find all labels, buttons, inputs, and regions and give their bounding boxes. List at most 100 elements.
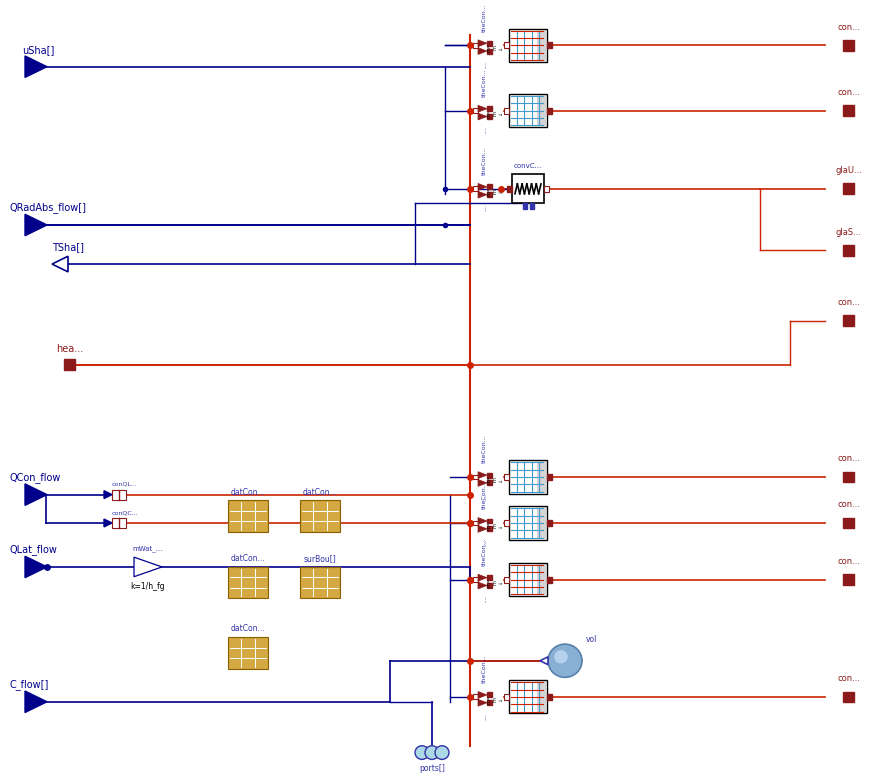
Polygon shape: [477, 191, 487, 198]
Text: theCon...: theCon...: [481, 68, 487, 97]
Text: datCon...: datCon...: [230, 625, 265, 633]
Bar: [487, 184, 492, 190]
Text: con...: con...: [837, 88, 859, 97]
Bar: [843, 40, 853, 51]
Text: ....: ....: [481, 61, 487, 68]
Polygon shape: [134, 557, 162, 577]
Bar: [508, 461, 547, 493]
Bar: [503, 108, 508, 113]
Text: ....: ....: [481, 204, 487, 211]
Bar: [547, 694, 551, 700]
Bar: [547, 474, 551, 480]
Polygon shape: [477, 472, 487, 479]
Polygon shape: [104, 491, 112, 499]
Text: convC...: convC...: [514, 163, 541, 169]
Bar: [536, 95, 546, 127]
Bar: [508, 29, 547, 62]
Text: con...: con...: [837, 298, 859, 307]
Text: conQC...: conQC...: [112, 510, 138, 515]
Polygon shape: [25, 484, 47, 505]
Bar: [473, 475, 477, 479]
Bar: [487, 106, 492, 111]
Bar: [487, 692, 492, 698]
Bar: [536, 462, 546, 493]
Bar: [473, 521, 477, 525]
Polygon shape: [477, 40, 487, 47]
Bar: [543, 186, 548, 192]
Text: theCon...: theCon...: [481, 147, 487, 175]
Bar: [843, 692, 853, 702]
Bar: [112, 490, 126, 500]
Bar: [64, 359, 76, 370]
Text: m=
m
↓: m= m ↓: [486, 521, 503, 530]
Polygon shape: [477, 47, 487, 54]
Circle shape: [415, 746, 428, 759]
Polygon shape: [477, 517, 487, 524]
Bar: [508, 94, 547, 127]
Text: ....: ....: [481, 127, 487, 134]
Bar: [473, 695, 477, 699]
Text: TSha[]: TSha[]: [52, 242, 84, 253]
Text: ....: ....: [481, 538, 487, 545]
Polygon shape: [477, 574, 487, 581]
Bar: [487, 41, 492, 46]
Bar: [487, 192, 492, 197]
Bar: [228, 500, 268, 531]
Bar: [487, 472, 492, 478]
Text: datCon...: datCon...: [230, 488, 265, 497]
Text: glaS...: glaS...: [835, 228, 861, 237]
Polygon shape: [25, 556, 47, 577]
Bar: [843, 106, 853, 116]
Text: conQL...: conQL...: [112, 482, 137, 487]
Polygon shape: [477, 183, 487, 190]
Text: surBou[]: surBou[]: [303, 554, 336, 563]
Bar: [512, 174, 543, 204]
Bar: [536, 564, 546, 595]
Text: con...: con...: [837, 674, 859, 683]
Bar: [843, 517, 853, 528]
Circle shape: [547, 644, 581, 678]
Bar: [503, 694, 508, 700]
Bar: [508, 681, 547, 713]
Text: theCon...: theCon...: [481, 654, 487, 683]
Polygon shape: [52, 256, 68, 272]
Bar: [228, 637, 268, 668]
Bar: [487, 518, 492, 524]
Text: m=
m
↓: m= m ↓: [486, 695, 503, 704]
Polygon shape: [540, 657, 547, 664]
Bar: [487, 49, 492, 54]
Text: QRadAbs_flow[]: QRadAbs_flow[]: [10, 202, 87, 213]
Bar: [547, 108, 551, 113]
Bar: [487, 114, 492, 119]
Bar: [843, 183, 853, 194]
Bar: [487, 480, 492, 486]
Bar: [487, 583, 492, 588]
Text: mWat_...: mWat_...: [133, 545, 163, 552]
Text: theCon...: theCon...: [481, 3, 487, 32]
Circle shape: [425, 746, 439, 759]
Text: datCon...: datCon...: [230, 554, 265, 563]
Text: ....: ....: [481, 493, 487, 500]
Text: con...: con...: [837, 500, 859, 509]
Bar: [503, 42, 508, 48]
Bar: [508, 507, 547, 539]
Bar: [508, 563, 547, 596]
Bar: [503, 474, 508, 480]
Polygon shape: [477, 106, 487, 112]
Bar: [522, 204, 527, 209]
Text: ....: ....: [481, 713, 487, 720]
Polygon shape: [104, 519, 112, 527]
Text: glaU...: glaU...: [834, 166, 861, 175]
Bar: [536, 681, 546, 713]
Text: m=
m
↓: m= m ↓: [486, 109, 503, 117]
Bar: [300, 500, 340, 531]
Bar: [843, 245, 853, 256]
Bar: [507, 186, 512, 192]
Polygon shape: [477, 699, 487, 706]
Bar: [487, 700, 492, 706]
Text: theCon...: theCon...: [481, 435, 487, 463]
Text: con...: con...: [837, 23, 859, 32]
Polygon shape: [477, 692, 487, 699]
Bar: [503, 520, 508, 526]
Bar: [536, 30, 546, 61]
